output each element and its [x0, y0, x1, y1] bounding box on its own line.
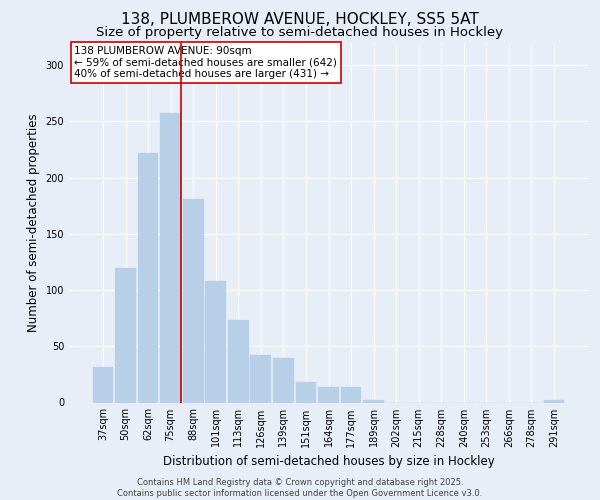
Bar	[363, 400, 384, 402]
Bar	[273, 358, 294, 403]
Text: 138, PLUMBEROW AVENUE, HOCKLEY, SS5 5AT: 138, PLUMBEROW AVENUE, HOCKLEY, SS5 5AT	[121, 12, 479, 28]
Bar	[92, 366, 113, 402]
Text: 138 PLUMBEROW AVENUE: 90sqm
← 59% of semi-detached houses are smaller (642)
40% : 138 PLUMBEROW AVENUE: 90sqm ← 59% of sem…	[74, 46, 337, 80]
Bar	[160, 114, 181, 403]
Bar	[341, 387, 361, 402]
Bar	[544, 400, 565, 402]
Bar	[205, 281, 226, 402]
Text: Contains HM Land Registry data © Crown copyright and database right 2025.
Contai: Contains HM Land Registry data © Crown c…	[118, 478, 482, 498]
Y-axis label: Number of semi-detached properties: Number of semi-detached properties	[27, 113, 40, 332]
Bar	[137, 153, 158, 402]
Text: Size of property relative to semi-detached houses in Hockley: Size of property relative to semi-detach…	[97, 26, 503, 39]
Bar	[115, 268, 136, 402]
X-axis label: Distribution of semi-detached houses by size in Hockley: Distribution of semi-detached houses by …	[163, 455, 494, 468]
Bar	[318, 387, 339, 402]
Bar	[183, 199, 203, 402]
Bar	[250, 355, 271, 403]
Bar	[228, 320, 248, 402]
Bar	[296, 382, 316, 402]
